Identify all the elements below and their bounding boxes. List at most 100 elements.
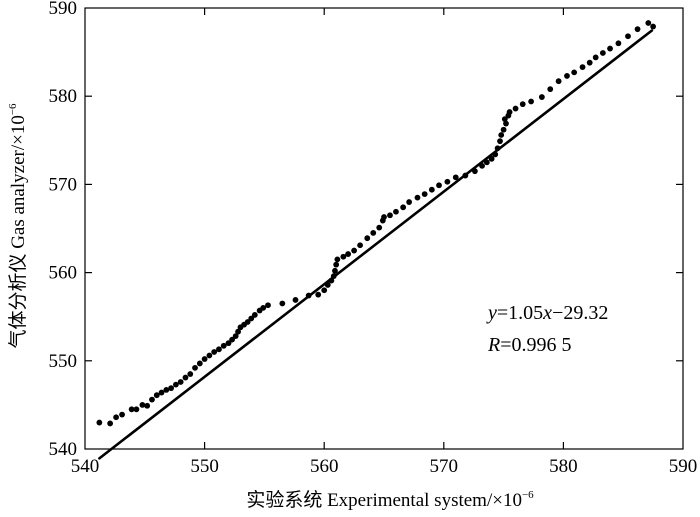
x-axis-label: 实验系统 Experimental system/×10−6 [246,489,534,511]
data-point [519,101,526,108]
data-point [471,168,478,175]
data-point [321,287,328,294]
data-point [196,360,203,367]
data-point [248,315,255,322]
data-point [428,186,435,193]
data-point [163,387,170,393]
data-point [625,33,631,40]
data-point [305,292,312,299]
data-point [607,45,613,52]
fit-line [98,29,654,460]
data-point [370,230,377,236]
data-point [650,23,656,30]
data-point [139,402,146,408]
data-point [494,145,501,152]
data-point [340,253,347,260]
data-point [216,346,222,353]
data-point [479,162,485,169]
data-point [113,414,119,421]
data-point [192,364,198,371]
data-point [232,333,239,340]
data-point [333,261,340,268]
data-point [500,126,507,133]
data-point [260,304,267,311]
data-point [225,340,232,347]
data-point [498,132,505,138]
y-axis-label: 气体分析仪 Gas analyzer/×10−6 [7,103,29,349]
data-point [345,251,352,257]
data-point [406,199,413,205]
data-point [201,356,208,362]
y-tick-label: 550 [49,351,78,372]
regression-equation: y=1.05x−29.32 [486,302,608,324]
data-point [381,214,387,220]
data-point [501,116,508,123]
data-point [119,411,125,418]
data-point [506,109,513,115]
data-point [133,406,140,413]
data-point [555,78,562,85]
data-point [220,342,227,349]
data-point [400,204,407,211]
data-point [328,277,335,284]
x-tick-label: 540 [71,456,100,477]
y-tick-label: 580 [49,86,78,107]
y-tick-label: 540 [49,439,78,460]
y-tick-label: 570 [49,174,78,195]
data-point [187,371,194,377]
data-point [634,26,641,33]
data-point [436,182,442,189]
data-point [334,256,341,263]
data-point [497,138,503,145]
data-point [571,69,578,76]
correlation-coefficient: R=0.996 5 [487,334,572,356]
x-tick-label: 570 [430,456,459,477]
data-point [149,396,155,403]
x-tick-label: 580 [549,456,578,477]
data-point [564,73,570,79]
data-point [351,247,357,254]
data-point [599,50,606,56]
data-point [586,59,593,66]
data-point [144,402,151,409]
data-point [251,312,258,318]
data-point [483,159,490,166]
data-point [330,273,337,280]
data-point [488,155,495,162]
data-point [244,319,251,325]
data-point [592,54,599,61]
data-point [538,94,545,100]
y-tick-label: 560 [49,263,78,284]
data-point [235,328,241,335]
x-tick-label: 550 [190,456,219,477]
data-point [168,385,175,392]
data-point [315,291,322,298]
data-point [158,389,165,396]
data-point [324,282,331,288]
data-point [421,191,428,198]
data-point [387,212,393,219]
data-point [376,224,383,231]
data-point [452,174,459,181]
data-point [182,374,189,381]
data-point [645,20,652,26]
data-point [172,381,179,388]
data-point [229,336,236,343]
data-point [503,120,509,127]
plot-frame [84,7,684,450]
data-point [357,242,363,249]
data-point [292,297,299,303]
y-tick-label: 590 [49,0,78,19]
data-point [528,98,535,105]
data-point [462,172,469,179]
data-point [444,178,451,185]
data-point [492,151,499,158]
data-point [512,105,519,112]
data-point [414,194,421,201]
data-point [393,208,399,215]
x-tick-label: 560 [310,456,339,477]
data-point [364,235,371,242]
data-point [579,64,586,70]
data-point [206,352,213,359]
